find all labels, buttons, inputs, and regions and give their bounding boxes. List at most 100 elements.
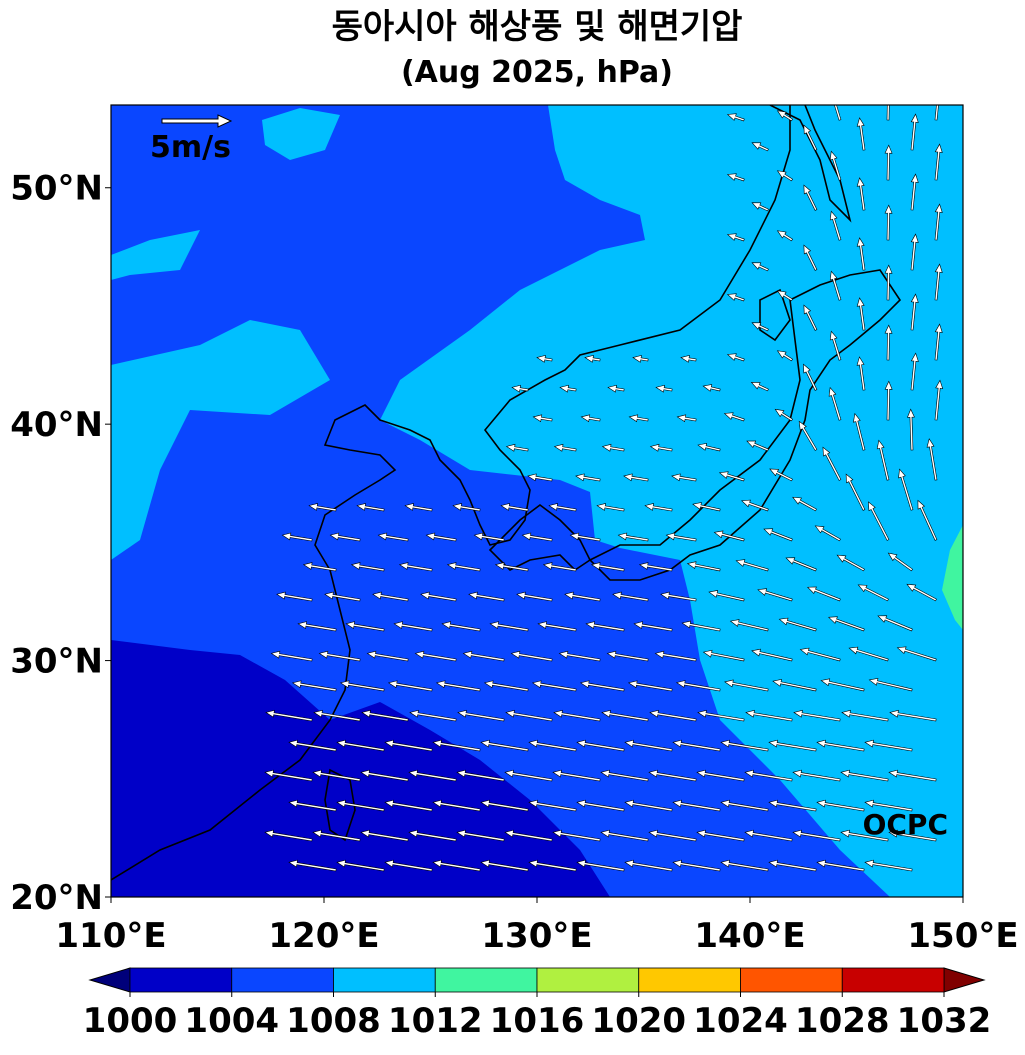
wind-arrow: [435, 680, 481, 692]
wind-arrow: [624, 739, 673, 752]
wind-arrow: [840, 769, 889, 782]
wind-arrow: [713, 530, 745, 542]
colorbar-label: 1012: [388, 1001, 483, 1041]
wind-arrow: [917, 499, 938, 541]
wind-arrow: [934, 203, 943, 241]
wind-arrow: [649, 709, 697, 722]
wind-arrow: [265, 709, 313, 722]
wind-arrow: [763, 528, 793, 542]
wind-arrow: [527, 473, 553, 482]
pressure-field: [942, 525, 963, 630]
wind-arrow: [377, 532, 409, 542]
wind-arrow: [680, 354, 697, 363]
wind-arrow: [841, 709, 889, 722]
wind-arrow: [814, 525, 841, 542]
wind-arrow: [751, 648, 793, 662]
wind-arrow: [803, 244, 818, 271]
wind-arrow: [505, 443, 529, 452]
wind-arrow: [820, 678, 865, 692]
wind-arrow: [600, 769, 649, 782]
wind-arrow: [856, 356, 866, 391]
wind-arrow: [408, 829, 457, 842]
wind-arrow: [473, 532, 505, 542]
wind-arrow: [318, 650, 361, 662]
scale-arrow: 5m/s: [150, 114, 233, 165]
wind-arrow: [889, 709, 937, 722]
wind-arrow: [329, 532, 361, 542]
wind-arrow: [576, 859, 625, 872]
subtitle: (Aug 2025, hPa): [401, 55, 673, 90]
wind-arrow: [776, 110, 793, 122]
wind-arrow: [906, 583, 937, 602]
wind-arrow: [432, 799, 481, 812]
wind-arrow: [836, 554, 865, 572]
colorbar-swatch: [129, 967, 233, 993]
wind-arrow: [516, 591, 553, 602]
wind-arrow: [692, 502, 721, 512]
wind-arrow: [793, 709, 841, 722]
wind-arrow: [803, 184, 818, 211]
wind-arrow: [548, 503, 577, 512]
colorbar-label: 1008: [286, 1001, 381, 1041]
wind-arrow: [828, 616, 865, 632]
wind-arrow: [884, 144, 893, 181]
wind-arrow: [884, 204, 893, 241]
wind-arrow: [910, 113, 919, 151]
wind-arrow: [552, 769, 601, 782]
wind-arrow: [848, 646, 889, 662]
wind-arrow: [735, 559, 769, 572]
wind-arrow: [829, 210, 842, 241]
wind-arrow: [686, 561, 721, 572]
wind-arrow: [528, 799, 577, 812]
wind-arrow: [884, 380, 893, 421]
wind-arrow: [776, 350, 793, 362]
lat-tick-label: 30°N: [10, 642, 103, 682]
wind-arrow: [387, 680, 433, 692]
wind-arrow: [769, 468, 793, 482]
wind-arrow: [575, 473, 601, 482]
wind-arrow: [726, 113, 745, 122]
wind-arrow: [934, 263, 943, 301]
lon-tick-label: 150°E: [907, 916, 1018, 956]
colorbar-swatch: [638, 967, 741, 993]
wind-arrow: [649, 443, 673, 452]
wind-arrow: [726, 293, 745, 302]
wind-arrow: [910, 352, 919, 391]
wind-arrow: [803, 124, 818, 151]
wind-arrow: [288, 739, 337, 752]
wind-arrow: [408, 769, 457, 782]
wind-arrow: [398, 562, 433, 572]
wind-arrow: [856, 117, 866, 151]
lon-tick-label: 140°E: [694, 916, 805, 956]
wind-arrow: [840, 829, 889, 842]
wind-arrow: [446, 562, 481, 572]
wind-arrow: [926, 438, 938, 481]
wind-arrow: [751, 322, 769, 332]
wind-arrow: [521, 532, 553, 542]
wind-arrow: [384, 799, 433, 812]
colorbar-swatch: [841, 967, 945, 993]
wind-arrow: [590, 562, 625, 572]
wind-arrow: [366, 650, 409, 662]
wind-arrow: [384, 859, 433, 872]
pressure-field: [262, 108, 340, 160]
wind-arrow: [757, 588, 793, 602]
colorbar-label: 1000: [83, 1001, 178, 1041]
wind-arrow: [696, 769, 745, 782]
wind-arrow: [718, 471, 745, 482]
wind-arrow: [648, 769, 697, 782]
wind-arrow: [772, 678, 817, 692]
wind-arrow: [910, 293, 919, 331]
wind-arrow: [726, 353, 745, 362]
wind-arrow: [504, 769, 553, 782]
wind-arrow: [339, 680, 385, 692]
wind-arrow: [702, 384, 721, 392]
wind-arrow: [751, 142, 769, 152]
wind-arrow: [569, 532, 601, 542]
wind-arrow: [441, 621, 481, 632]
wind-arrow: [696, 829, 745, 842]
lon-tick-label: 110°E: [55, 916, 166, 956]
wind-arrow: [676, 414, 697, 423]
colorbar-label: 1020: [591, 1001, 686, 1041]
